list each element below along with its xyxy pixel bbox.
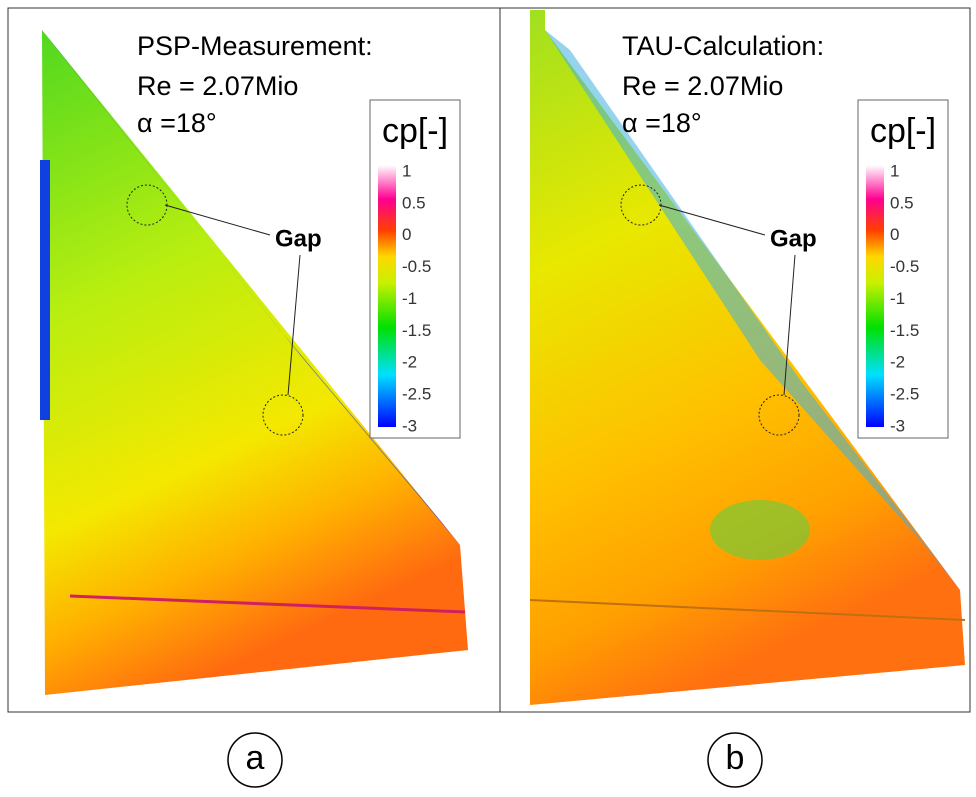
leader (658, 204, 766, 236)
vortex (710, 500, 810, 560)
leader (164, 204, 271, 236)
gap-circle (620, 184, 662, 226)
gap-circle (758, 394, 800, 436)
alpha: α =18° (622, 108, 702, 138)
panel-label: b (726, 739, 745, 777)
colorbar-tick-label: -3 (402, 416, 417, 435)
reynolds: Re = 2.07Mio (137, 71, 298, 101)
colorbar-tick-label: 0.5 (402, 193, 426, 212)
colorbar-tick-label: 1 (402, 161, 411, 180)
reynolds: Re = 2.07Mio (622, 71, 783, 101)
colorbar (378, 165, 396, 427)
label-circle (227, 732, 283, 788)
colorbar-tick-label: -2.5 (402, 385, 431, 404)
gap-label: Gap (770, 225, 817, 252)
colorbar-tick-label: -2.5 (890, 385, 919, 404)
gap-circle (126, 184, 168, 226)
colorbar-tick-label: 0 (402, 225, 411, 244)
panel-title: TAU-Calculation: (622, 31, 824, 61)
colorbar-tick-label: -2 (890, 353, 905, 372)
wing (42, 30, 468, 695)
panel-label: a (246, 739, 265, 777)
wing (530, 10, 965, 705)
gap-circle (262, 394, 304, 436)
gap-line (69, 594, 466, 614)
colorbar-tick-label: -0.5 (890, 257, 919, 276)
colorbar-tick-label: 0.5 (890, 193, 914, 212)
colorbar-tick-label: -1.5 (402, 321, 431, 340)
gap-label: Gap (275, 225, 322, 252)
colorbar-tick-label: -3 (890, 416, 905, 435)
colorbar-tick-label: -1 (402, 289, 417, 308)
panel-title: PSP-Measurement: (137, 31, 373, 61)
label-circle (707, 732, 763, 788)
colorbar-tick-label: -1 (890, 289, 905, 308)
vortex (545, 30, 960, 590)
colorbar-title: cp[-] (382, 112, 448, 150)
colorbar-title: cp[-] (870, 112, 936, 150)
colorbar-tick-label: -1.5 (890, 321, 919, 340)
leader (287, 254, 301, 396)
colorbar-tick-label: 0 (890, 225, 899, 244)
colorbar-tick-label: -0.5 (402, 257, 431, 276)
gap-line (529, 599, 966, 621)
colorbar-tick-label: 1 (890, 161, 899, 180)
edge (40, 160, 50, 420)
leader (783, 254, 796, 396)
colorbar (866, 165, 884, 427)
alpha: α =18° (137, 108, 217, 138)
colorbar-tick-label: -2 (402, 353, 417, 372)
panel-frame (499, 7, 971, 713)
